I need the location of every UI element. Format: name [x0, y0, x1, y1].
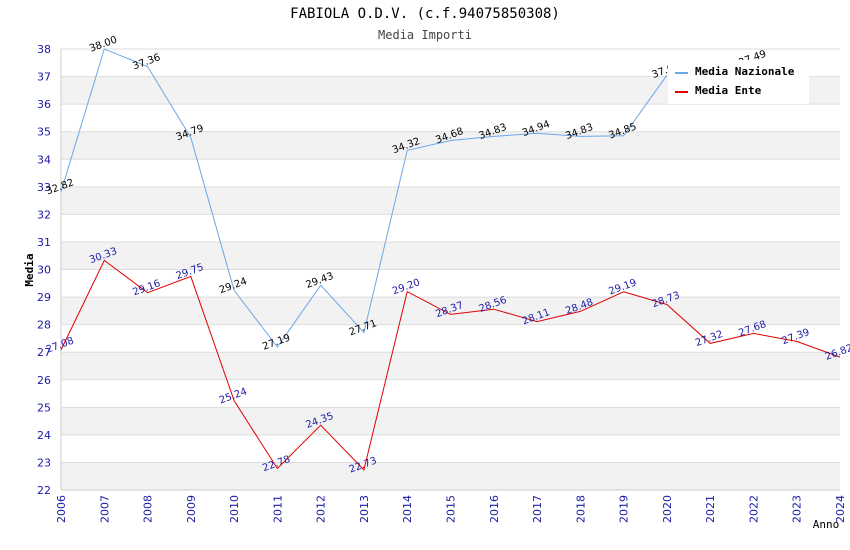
- y-tick-label: 31: [37, 236, 51, 249]
- y-tick-label: 36: [37, 98, 51, 111]
- x-tick-label: 2023: [791, 495, 804, 523]
- x-tick-label: 2022: [747, 495, 760, 523]
- grid-band: [61, 407, 840, 435]
- y-tick-label: 28: [37, 319, 51, 332]
- grid-band: [61, 434, 840, 463]
- y-tick-label: 27: [37, 346, 51, 359]
- y-tick-label: 26: [37, 374, 51, 387]
- x-tick-label: 2019: [618, 495, 631, 523]
- y-tick-label: 37: [37, 71, 51, 84]
- y-tick-label: 35: [37, 126, 51, 139]
- x-axis-title: Anno: [813, 518, 840, 531]
- grid-band: [61, 324, 840, 353]
- legend-box: [668, 60, 809, 104]
- grid-band: [61, 462, 840, 490]
- x-tick-label: 2014: [401, 495, 414, 523]
- grid-lines: [60, 48, 840, 491]
- legend-label-media-ente: Media Ente: [695, 84, 762, 97]
- y-tick-label: 29: [37, 291, 51, 304]
- grid-band: [61, 269, 840, 298]
- series-line-media-ente: [60, 259, 841, 471]
- x-tick-label: 2012: [315, 495, 328, 523]
- y-tick-label: 23: [37, 456, 51, 469]
- x-tick-label: 2010: [228, 495, 241, 523]
- x-tick-label: 2017: [531, 495, 544, 523]
- x-tick-label: 2021: [704, 495, 717, 523]
- series-lines: [60, 48, 841, 471]
- legend: Media Nazionale Media Ente: [668, 60, 809, 104]
- y-tick-label: 33: [37, 181, 51, 194]
- grid-band: [61, 297, 840, 325]
- grid-bands: [61, 49, 840, 490]
- y-tick-label: 25: [37, 401, 51, 414]
- grid-band: [61, 379, 840, 408]
- x-tick-label: 2018: [574, 495, 587, 523]
- x-axis-ticks: 2006 2007 2008 2009 2010 2011 2012 2013 2014 2015…: [55, 495, 847, 523]
- chart-subtitle: Media Importi: [378, 28, 472, 42]
- series-line-media-nazionale: [60, 48, 668, 348]
- y-axis-ticks: 22 23 24 25 26 27 28 29 30 31 32 33 34 35 36 37 38: [37, 43, 51, 497]
- grid-band: [61, 186, 840, 215]
- y-tick-label: 30: [37, 264, 51, 277]
- x-tick-label: 2006: [55, 495, 68, 523]
- y-tick-label: 22: [37, 484, 51, 497]
- x-tick-label: 2009: [185, 495, 198, 523]
- legend-label-media-nazionale: Media Nazionale: [695, 65, 795, 78]
- x-tick-label: 2016: [488, 495, 501, 523]
- x-tick-label: 2007: [98, 495, 111, 523]
- grid-band: [61, 159, 840, 187]
- grid-band: [61, 352, 840, 380]
- grid-band: [61, 214, 840, 242]
- y-tick-label: 32: [37, 208, 51, 221]
- x-tick-label: 2008: [142, 495, 155, 523]
- y-tick-label: 38: [37, 43, 51, 56]
- y-tick-label: 24: [37, 429, 51, 442]
- x-tick-label: 2013: [358, 495, 371, 523]
- x-tick-label: 2024: [834, 495, 847, 523]
- grid-band: [61, 131, 840, 160]
- x-tick-label: 2020: [661, 495, 674, 523]
- x-tick-label: 2011: [271, 495, 284, 523]
- y-tick-label: 34: [37, 153, 51, 166]
- chart-title: FABIOLA O.D.V. (c.f.94075850308): [290, 6, 560, 22]
- grid-band: [61, 241, 840, 270]
- grid-band: [61, 104, 840, 132]
- y-axis-title: Media: [23, 253, 36, 286]
- x-tick-label: 2015: [445, 495, 458, 523]
